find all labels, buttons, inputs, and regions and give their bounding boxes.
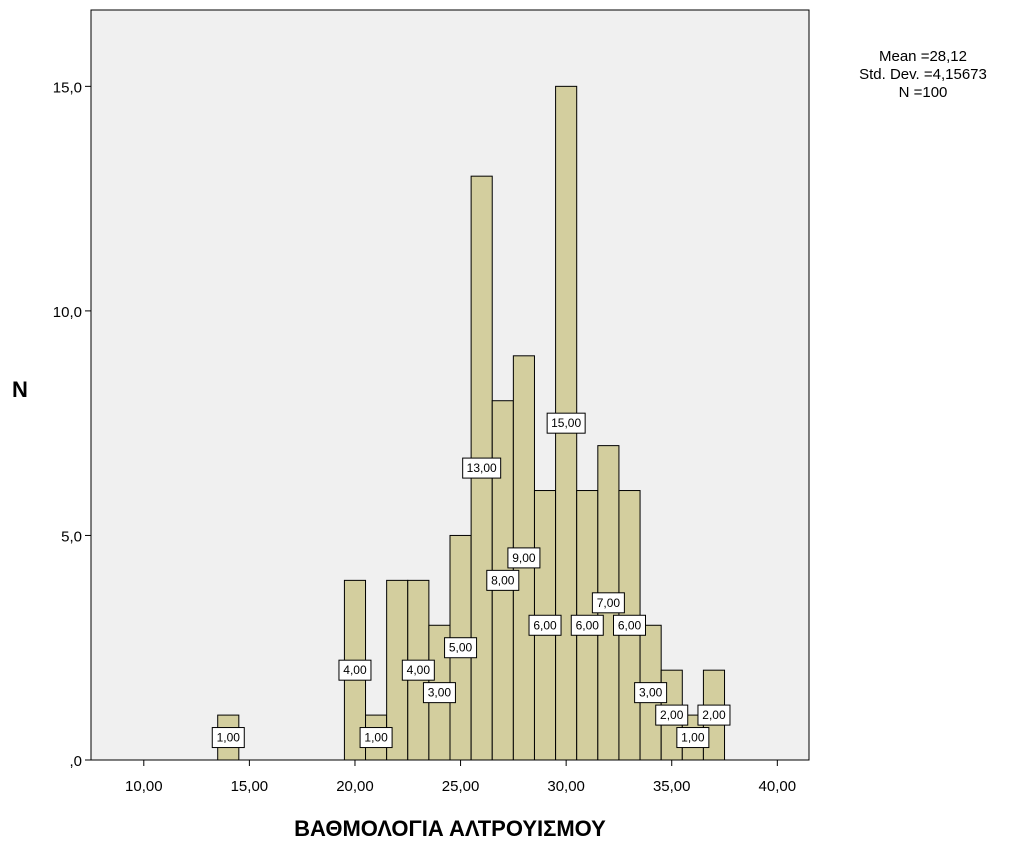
bar-data-label-box xyxy=(359,727,393,749)
bar-data-label-text: 1,00 xyxy=(681,731,705,745)
bar-data-label-box xyxy=(697,704,731,726)
bar-data-label-box xyxy=(591,592,625,614)
bar-data-label: 1,00 xyxy=(211,727,245,749)
bar-data-label-box xyxy=(444,637,478,659)
bar-data-label: 4,00 xyxy=(401,659,435,681)
bar-data-label-box xyxy=(676,727,710,749)
bar-data-label: 4,00 xyxy=(338,659,372,681)
bar-data-label: 3,00 xyxy=(422,682,456,704)
x-tick-label: 20,00 xyxy=(336,778,374,795)
bar-data-label-box xyxy=(486,569,520,591)
bar-data-label-box xyxy=(401,659,435,681)
bar-data-label: 2,00 xyxy=(655,704,689,726)
bar-data-label-box xyxy=(422,682,456,704)
bar-data-label-text: 2,00 xyxy=(660,708,684,722)
bar-data-label-text: 3,00 xyxy=(428,686,452,700)
y-tick-label: 15,0 xyxy=(53,79,82,96)
bar-data-label-box xyxy=(655,704,689,726)
bar-data-label: 3,00 xyxy=(634,682,668,704)
y-axis-title: N xyxy=(12,377,28,402)
stats-summary: Mean =28,12 Std. Dev. =4,15673 N =100 xyxy=(859,48,987,101)
y-tick-label: 5,0 xyxy=(61,528,82,545)
bar-data-label-text: 6,00 xyxy=(618,618,642,632)
bar-data-label-box xyxy=(528,614,562,636)
bar-data-label-box xyxy=(546,412,586,434)
bar-data-label-text: 5,00 xyxy=(449,641,473,655)
bar-data-label-text: 9,00 xyxy=(512,551,536,565)
bar-data-label: 2,00 xyxy=(697,704,731,726)
stats-n: N =100 xyxy=(899,84,948,101)
bar-data-label-box xyxy=(507,547,541,569)
x-axis-title: ΒΑΘΜΟΛΟΓΙΑ ΑΛΤΡΟΥΙΣΜΟΥ xyxy=(294,816,606,841)
bar-data-label-box xyxy=(211,727,245,749)
bars-layer xyxy=(217,85,726,761)
bar-data-label: 6,00 xyxy=(570,614,604,636)
x-tick-label: 35,00 xyxy=(653,778,691,795)
bar-data-label-box xyxy=(570,614,604,636)
x-tick-label: 30,00 xyxy=(547,778,585,795)
x-tick-label: 25,00 xyxy=(442,778,480,795)
bar-data-label-text: 2,00 xyxy=(702,708,726,722)
x-tick-label: 15,00 xyxy=(231,778,269,795)
bar-data-label: 8,00 xyxy=(486,569,520,591)
bar-data-label: 1,00 xyxy=(359,727,393,749)
bar-data-label-text: 1,00 xyxy=(364,731,388,745)
bar-data-label: 1,00 xyxy=(676,727,710,749)
bar-data-label: 15,00 xyxy=(546,412,586,434)
bar-data-label: 7,00 xyxy=(591,592,625,614)
bar-data-label-box xyxy=(634,682,668,704)
bar-data-label-text: 6,00 xyxy=(533,618,557,632)
bar-data-label: 9,00 xyxy=(507,547,541,569)
bar-data-label-text: 13,00 xyxy=(467,461,497,475)
bar-data-label-text: 6,00 xyxy=(576,618,600,632)
bar-data-label-text: 4,00 xyxy=(343,663,367,677)
bar-data-label-text: 7,00 xyxy=(597,596,621,610)
stats-std-dev: Std. Dev. =4,15673 xyxy=(859,66,987,83)
x-axis: 10,00 15,00 20,00 25,00 30,00 35,00 40,00 xyxy=(125,760,796,795)
x-tick-label: 10,00 xyxy=(125,778,163,795)
bar-data-label-text: 1,00 xyxy=(217,731,241,745)
bar-data-label-text: 3,00 xyxy=(639,686,663,700)
y-axis: ,0 5,0 10,0 15,0 xyxy=(53,79,91,770)
bar-data-label-text: 4,00 xyxy=(407,663,431,677)
bar-data-label: 5,00 xyxy=(444,637,478,659)
x-tick-label: 40,00 xyxy=(759,778,797,795)
bar-data-label-box xyxy=(613,614,646,636)
bar-data-label: 13,00 xyxy=(462,457,502,479)
data-labels-layer: 1,00 4,00 1,00 4,00 3,00 5,00 13,00 8,00 9,00 6,0… xyxy=(211,412,731,749)
bar-data-label-box xyxy=(338,659,372,681)
bar-data-label: 6,00 xyxy=(528,614,562,636)
bar-data-label-box xyxy=(462,457,502,479)
bar-data-label-text: 8,00 xyxy=(491,573,515,587)
y-tick-label: 10,0 xyxy=(53,304,82,321)
stats-mean: Mean =28,12 xyxy=(879,48,967,65)
y-tick-label: ,0 xyxy=(69,753,82,770)
bar-data-label: 6,00 xyxy=(613,614,646,636)
bar-data-label-text: 15,00 xyxy=(551,416,581,430)
